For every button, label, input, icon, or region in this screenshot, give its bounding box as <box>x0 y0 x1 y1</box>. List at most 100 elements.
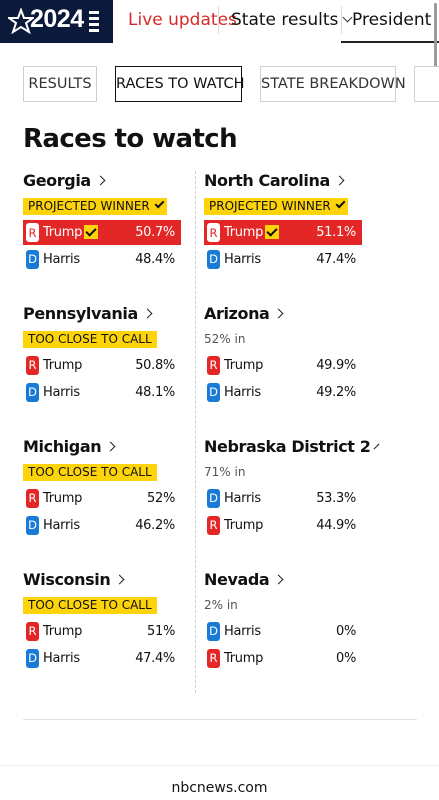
status-badge-label: TOO CLOSE TO CALL <box>28 332 152 346</box>
race-name-link[interactable]: Georgia <box>23 171 183 190</box>
race-name-link[interactable]: Nebraska District 2 <box>204 437 380 456</box>
race-name-link[interactable]: Arizona <box>204 304 364 323</box>
chevron-right-icon <box>334 175 345 186</box>
candidate-name: Trump <box>224 358 264 373</box>
race-name-link[interactable]: Wisconsin <box>23 570 183 589</box>
status-badge: PROJECTED WINNER <box>204 198 348 215</box>
tab-more[interactable] <box>414 66 439 102</box>
star-icon <box>8 8 34 34</box>
candidate-name: Harris <box>43 252 80 267</box>
live-updates-link[interactable]: Live updates <box>128 10 237 30</box>
status-badge: TOO CLOSE TO CALL <box>23 331 157 348</box>
candidate-percentage: 49.2% <box>316 385 356 400</box>
party-badge: R <box>26 622 39 641</box>
party-badge: D <box>207 250 220 269</box>
party-badge: D <box>26 383 39 402</box>
chevron-right-icon <box>273 574 284 585</box>
chevron-right-icon <box>374 443 380 450</box>
scrollbar[interactable] <box>434 3 437 69</box>
candidate-percentage: 46.2% <box>135 518 175 533</box>
candidate-row-winner: R Trump 50.7% <box>23 220 181 245</box>
candidate-row: D Harris 53.3% <box>204 486 362 511</box>
party-badge: R <box>26 223 39 242</box>
status-badge-label: PROJECTED WINNER <box>28 199 150 213</box>
candidate-percentage: 50.7% <box>135 225 175 240</box>
active-nav-underline <box>341 41 439 43</box>
race-name-link[interactable]: Pennsylvania <box>23 304 183 323</box>
party-badge: D <box>207 622 220 641</box>
candidate-row: D Harris 48.4% <box>23 247 181 272</box>
party-badge: R <box>207 223 220 242</box>
candidate-name: Harris <box>43 385 80 400</box>
candidate-row: R Trump 51% <box>23 619 181 644</box>
race-card: Arizona 52% in R Trump 49.9% D Harris 49.2% <box>204 304 364 405</box>
race-card: Georgia PROJECTED WINNER R Trump 50.7% D Harri… <box>23 171 183 272</box>
candidate-percentage: 44.9% <box>316 518 356 533</box>
race-name: Arizona <box>204 304 270 323</box>
race-card: North Carolina PROJECTED WINNER R Trump 51.1… <box>204 171 364 272</box>
reporting-status: 52% in <box>204 332 246 346</box>
tab-state-breakdown[interactable]: STATE BREAKDOWN <box>260 66 406 102</box>
candidate-row: R Trump 0% <box>204 646 362 671</box>
candidate-name: Trump <box>43 358 83 373</box>
race-name-link[interactable]: North Carolina <box>204 171 364 190</box>
race-name-link[interactable]: Nevada <box>204 570 364 589</box>
race-card: Wisconsin TOO CLOSE TO CALL R Trump 51% D Harr… <box>23 570 183 671</box>
status-badge-label: PROJECTED WINNER <box>209 199 331 213</box>
nav-divider <box>341 6 342 34</box>
party-badge: D <box>26 649 39 668</box>
party-badge: R <box>207 516 220 535</box>
president-link[interactable]: President <box>352 10 432 30</box>
chevron-right-icon <box>142 308 153 319</box>
candidate-row: R Trump 49.9% <box>204 353 362 378</box>
party-badge: D <box>207 489 220 508</box>
election-2024-logo[interactable]: 2024 <box>0 0 113 43</box>
candidate-name: Harris <box>224 491 261 506</box>
footer-domain: nbcnews.com <box>0 765 439 800</box>
status-badge: TOO CLOSE TO CALL <box>23 597 157 614</box>
race-name: Georgia <box>23 171 91 190</box>
candidate-name: Harris <box>43 651 80 666</box>
candidate-percentage: 47.4% <box>316 252 356 267</box>
race-name: Michigan <box>23 437 102 456</box>
page-title: Races to watch <box>23 124 238 154</box>
chevron-right-icon <box>105 441 116 452</box>
race-name-link[interactable]: Michigan <box>23 437 183 456</box>
candidate-percentage: 47.4% <box>135 651 175 666</box>
candidate-name: Harris <box>224 252 261 267</box>
tab-results[interactable]: RESULTS <box>23 66 97 102</box>
candidate-percentage: 0% <box>335 651 356 666</box>
candidate-percentage: 52% <box>147 491 175 506</box>
menu-bars-icon <box>89 11 99 35</box>
candidate-row: R Trump 44.9% <box>204 513 362 538</box>
column-divider <box>195 171 196 693</box>
race-card: Nevada 2% in D Harris 0% R Trump 0% <box>204 570 364 671</box>
candidate-row: R Trump 50.8% <box>23 353 181 378</box>
status-badge: TOO CLOSE TO CALL <box>23 464 157 481</box>
party-badge: R <box>26 489 39 508</box>
party-badge: R <box>207 649 220 668</box>
candidate-name: Harris <box>224 624 261 639</box>
nav-divider <box>218 6 219 34</box>
party-badge: D <box>207 383 220 402</box>
candidate-percentage: 0% <box>335 624 356 639</box>
state-results-menu[interactable]: State results <box>231 10 353 30</box>
candidate-name: Trump <box>224 225 264 240</box>
chevron-right-icon <box>95 175 106 186</box>
chevron-right-icon <box>274 308 284 319</box>
status-badge-label: TOO CLOSE TO CALL <box>28 598 152 612</box>
candidate-percentage: 49.9% <box>316 358 356 373</box>
race-card: Michigan TOO CLOSE TO CALL R Trump 52% D Harri… <box>23 437 183 538</box>
party-badge: D <box>26 516 39 535</box>
candidate-name: Harris <box>224 385 261 400</box>
logo-year: 2024 <box>30 5 84 33</box>
race-name: Wisconsin <box>23 570 111 589</box>
tab-races-to-watch[interactable]: RACES TO WATCH <box>115 66 245 102</box>
candidate-row: R Trump 52% <box>23 486 181 511</box>
reporting-status: 71% in <box>204 465 246 479</box>
race-name: Nebraska District 2 <box>204 437 371 456</box>
reporting-status: 2% in <box>204 598 238 612</box>
candidate-name: Trump <box>43 491 83 506</box>
race-name: North Carolina <box>204 171 330 190</box>
candidate-row: D Harris 0% <box>204 619 362 644</box>
